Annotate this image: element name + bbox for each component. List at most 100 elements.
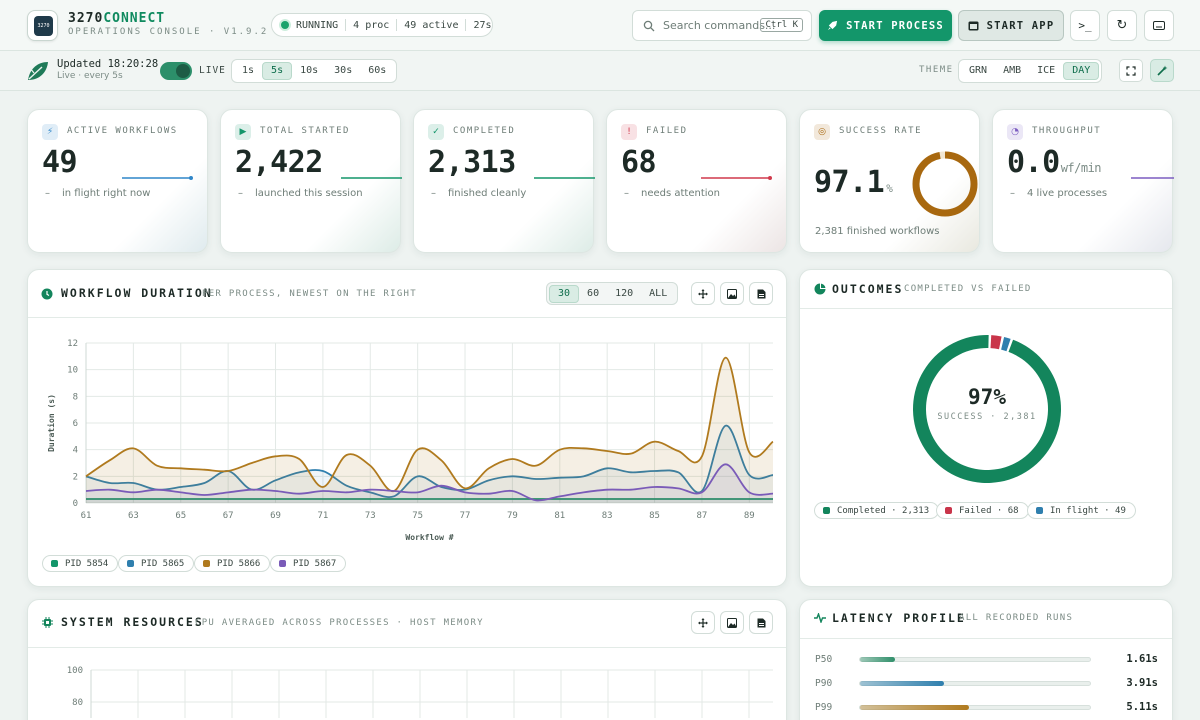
latency-label-p99: P99	[815, 702, 833, 713]
pan-button[interactable]	[691, 282, 715, 305]
outcome-chip-label: Completed · 2,313	[837, 505, 930, 516]
theme-option-grn[interactable]: GRN	[969, 65, 988, 76]
image-icon	[727, 617, 737, 628]
legend-chip-pid-5867[interactable]: PID 5867	[270, 555, 347, 572]
success-label: SUCCESS · 2,381	[937, 412, 1037, 422]
x-tick-label: 83	[602, 511, 613, 521]
kpi-sub: – launched this session	[238, 188, 363, 199]
terminal-button[interactable]: >_	[1070, 10, 1100, 41]
latency-bar-fill	[860, 681, 944, 686]
command-search[interactable]: Search commands... Ctrl K	[632, 10, 812, 41]
kpi-sub-text: launched this session	[255, 188, 363, 199]
kpi-sub: 2,381 finished workflows	[815, 226, 940, 237]
theme-option-amb[interactable]: AMB	[1003, 65, 1022, 76]
latency-subtitle: ALL RECORDED RUNS	[959, 613, 1074, 623]
updated-interval: Live · every 5s	[57, 71, 123, 81]
series-line-pid-5866	[85, 356, 774, 492]
range-option-60[interactable]: 60	[587, 287, 600, 299]
start-process-label: START PROCESS	[846, 19, 944, 32]
series-area-pid-5867	[86, 464, 773, 503]
pie-chart-icon	[814, 283, 826, 295]
duration-subtitle: PER PROCESS, NEWEST ON THE RIGHT	[202, 289, 417, 299]
kpi-card-throughput: ◔ THROUGHPUT 0.0wf/min – 4 live processes	[992, 109, 1174, 253]
latency-value-p50: 1.61s	[1126, 653, 1158, 665]
series-area-pid-5865	[86, 425, 773, 503]
export-image-button[interactable]	[720, 282, 744, 305]
latency-bar-fill	[860, 657, 895, 662]
pan-button[interactable]	[691, 611, 715, 634]
interval-option-60s[interactable]: 60s	[368, 65, 387, 76]
cpu-icon	[42, 617, 53, 628]
app-logo[interactable]: 3270	[27, 10, 58, 41]
donut-slice-failed	[990, 335, 1002, 350]
legend-chip-pid-5865[interactable]: PID 5865	[118, 555, 195, 572]
ring-fill	[912, 151, 978, 217]
start-process-button[interactable]: START PROCESS	[819, 10, 952, 41]
interval-option-1s[interactable]: 1s	[242, 65, 255, 76]
interval-option-10s[interactable]: 10s	[300, 65, 319, 76]
bolt-icon: ⚡	[42, 124, 58, 140]
latency-label-p50: P50	[815, 654, 833, 665]
app-header: 3270 3270CONNECT OPERATIONS CONSOLE · V1…	[0, 0, 1200, 51]
check-icon: ✓	[428, 124, 444, 140]
x-tick-label: 77	[460, 511, 471, 521]
play-icon: ▶	[235, 124, 251, 140]
legend-chip-pid-5866[interactable]: PID 5866	[194, 555, 271, 572]
export-image-button[interactable]	[720, 611, 744, 634]
keyboard-icon	[1153, 21, 1165, 30]
latency-title: LATENCY PROFILE	[832, 611, 966, 625]
range-option-all[interactable]: ALL	[649, 287, 668, 299]
sub-dash: –	[45, 188, 50, 199]
y-tick-label: 4	[73, 446, 78, 456]
legend-chip-label: PID 5866	[217, 558, 261, 569]
divider	[28, 647, 786, 648]
legend-swatch	[945, 507, 952, 514]
duration-title: WORKFLOW DURATION	[61, 286, 213, 300]
y-tick-label: 8	[73, 392, 78, 402]
legend-swatch	[127, 560, 134, 567]
interval-option-30s[interactable]: 30s	[334, 65, 353, 76]
outcomes-donut-chart	[913, 335, 1061, 483]
fullscreen-button[interactable]	[1119, 59, 1143, 82]
refresh-button[interactable]: ↻	[1107, 10, 1137, 41]
divider	[800, 308, 1172, 309]
range-option-30[interactable]: 30	[549, 284, 580, 303]
kpi-sparkline	[122, 176, 193, 180]
y-axis-label: Duration (s)	[46, 394, 56, 452]
x-tick-label: 79	[507, 511, 518, 521]
legend-chip-pid-5854[interactable]: PID 5854	[42, 555, 119, 572]
system-resources-panel: SYSTEM RESOURCES CPU AVERAGED ACROSS PRO…	[27, 599, 787, 720]
latency-bar-p50	[859, 657, 1091, 662]
outcome-chip-failed[interactable]: Failed · 68	[936, 502, 1029, 519]
kpi-card-active-workflows: ⚡ ACTIVE WORKFLOWS 49 – in flight right now	[27, 109, 208, 253]
range-option-120[interactable]: 120	[615, 287, 634, 299]
export-pdf-button[interactable]	[749, 611, 773, 634]
magic-wand-icon	[1156, 65, 1167, 76]
export-pdf-button[interactable]	[749, 282, 773, 305]
x-tick-label: 81	[554, 511, 565, 521]
x-tick-label: 63	[128, 511, 139, 521]
search-placeholder: Search commands...	[663, 19, 776, 32]
rocket-icon	[828, 20, 838, 31]
legend-chip-label: PID 5854	[65, 558, 109, 569]
keyboard-button[interactable]	[1144, 10, 1174, 41]
refresh-icon: ↻	[1116, 18, 1128, 33]
live-toggle[interactable]	[160, 62, 192, 80]
legend-chip-label: PID 5865	[141, 558, 185, 569]
series-area-pid-5854	[86, 499, 773, 503]
magic-wand-button[interactable]	[1150, 59, 1174, 82]
theme-option-ice[interactable]: ICE	[1037, 65, 1056, 76]
status-uptime: 27s	[473, 19, 492, 31]
outcome-chip-completed[interactable]: Completed · 2,313	[814, 502, 940, 519]
live-label: LIVE	[199, 65, 226, 76]
kpi-label: FAILED	[646, 126, 688, 136]
theme-option-day[interactable]: DAY	[1063, 62, 1100, 80]
outcome-chip-in-flight[interactable]: In flight · 49	[1027, 502, 1136, 519]
leaf-logo-icon	[28, 62, 48, 80]
latency-value-p90: 3.91s	[1126, 677, 1158, 689]
interval-option-5s[interactable]: 5s	[262, 62, 293, 80]
y-tick-label: 100	[67, 666, 83, 676]
start-app-button[interactable]: START APP	[958, 10, 1064, 41]
x-tick-label: 67	[223, 511, 234, 521]
updated-time: Updated 18:20:28	[57, 58, 159, 70]
